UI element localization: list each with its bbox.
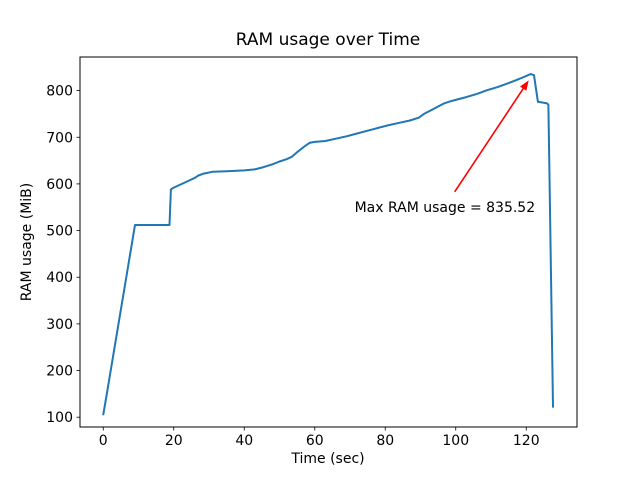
x-axis: 0 20 40 60 80 100 120 (99, 427, 540, 449)
annotation-arrow (454, 84, 527, 193)
x-axis-tick-label: 0 (99, 433, 108, 449)
annotation-arrow-head (520, 80, 529, 91)
y-axis-tick-label: 200 (46, 364, 73, 380)
x-axis-tick-label: 120 (513, 433, 540, 449)
chart-title: RAM usage over Time (236, 30, 420, 50)
plot-frame (79, 56, 578, 428)
x-axis-tick-label: 100 (442, 433, 469, 449)
y-axis-tick-label: 500 (46, 224, 73, 240)
max-ram-annotation-text: Max RAM usage = 835.52 (355, 200, 536, 216)
y-axis-tick-label: 100 (46, 410, 73, 426)
x-axis-tick-label: 60 (306, 433, 324, 449)
x-axis-tick-label: 40 (235, 433, 253, 449)
y-axis-tick-label: 400 (46, 270, 73, 286)
ram-usage-line (102, 73, 554, 416)
x-axis-tick-label: 80 (376, 433, 394, 449)
y-axis: 100 200 300 400 500 600 700 800 (46, 84, 80, 426)
y-axis-tick-label: 300 (46, 317, 73, 333)
y-axis-tick-label: 700 (46, 130, 73, 146)
y-axis-label: RAM usage (MiB) (19, 183, 35, 301)
x-axis-tick-label: 20 (165, 433, 183, 449)
y-axis-tick-label: 600 (46, 177, 73, 193)
x-axis-label: Time (sec) (290, 451, 364, 467)
y-axis-tick-label: 800 (46, 84, 73, 100)
